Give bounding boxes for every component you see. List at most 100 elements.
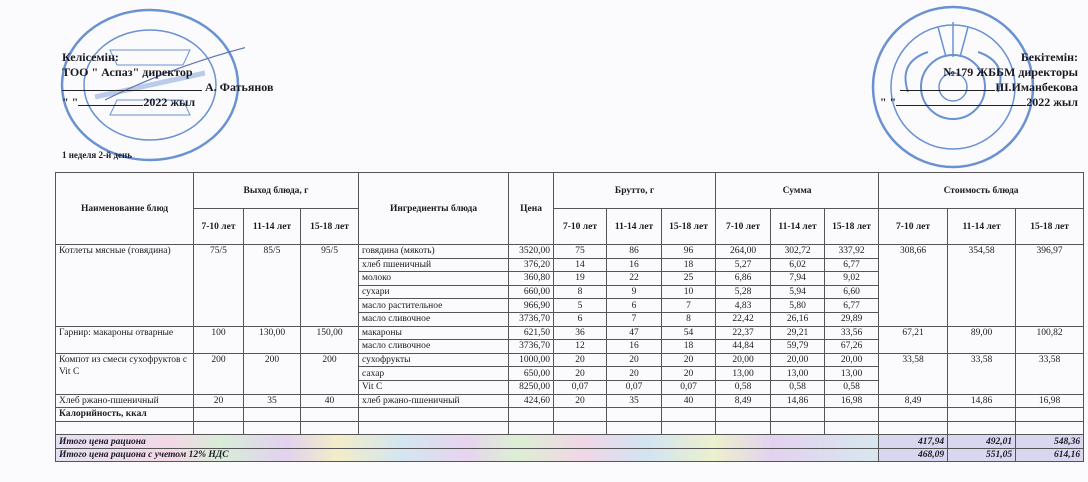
ingredient-sum: 0,58: [715, 379, 772, 395]
empty-cell: [715, 420, 772, 436]
empty-cell: [606, 407, 663, 422]
ingredient-gross: 10: [661, 284, 717, 300]
header-yield: Выход блюда, г: [192, 172, 360, 209]
ingredient-name: хлеб ржано-пшеничный: [358, 393, 510, 409]
empty-cell: [553, 420, 608, 436]
header-age-11-14 лет: 11-14 лет: [243, 208, 301, 245]
header-age-7-10 лет: 7-10 лет: [715, 208, 772, 245]
ingredient-sum: 6,60: [824, 284, 880, 300]
ingredient-name: масло растительное: [358, 298, 510, 313]
ingredient-name: сухофрукты: [358, 352, 510, 368]
ingredient-gross: 5: [553, 298, 608, 313]
empty-cell: [1015, 407, 1085, 422]
dish-yield: 100: [193, 325, 244, 354]
dish-cost: 308,66: [878, 244, 949, 327]
header-sum: Сумма: [715, 172, 880, 209]
ingredient-gross: 86: [606, 244, 663, 259]
empty-cell: [947, 407, 1017, 422]
header-age-7-10 лет: 7-10 лет: [193, 208, 244, 245]
ingredient-price: 966,90: [508, 298, 555, 313]
ingredient-gross: 36: [553, 325, 608, 341]
ingredient-price: 650,00: [508, 366, 555, 381]
ingredient-sum: 4,83: [715, 298, 772, 313]
ingredient-gross: 14: [553, 257, 608, 273]
ingredient-price: 3520,00: [508, 244, 555, 259]
ingredient-gross: 19: [553, 271, 608, 286]
ingredient-price: 8250,00: [508, 379, 555, 395]
ingredient-gross: 16: [606, 257, 663, 273]
header-dish: Наименование блюд: [55, 172, 194, 245]
header-age-15-18 лет: 15-18 лет: [824, 208, 880, 245]
total-value: 417,94: [878, 434, 949, 449]
ingredient-gross: 0,07: [606, 379, 663, 395]
dish-cost: 89,00: [947, 325, 1017, 354]
ingredient-sum: 302,72: [770, 244, 826, 259]
total-value: 614,16: [1015, 447, 1085, 463]
ingredient-price: 3736,70: [508, 311, 555, 327]
ingredient-gross: 8: [553, 284, 608, 300]
dish-cost: 354,58: [947, 244, 1017, 327]
empty-cell: [553, 407, 608, 422]
empty-cell: [770, 407, 826, 422]
dish-yield: 35: [243, 393, 301, 409]
dish-yield: 200: [193, 352, 244, 395]
dish-cost: 33,58: [1015, 352, 1085, 395]
empty-cell: [878, 420, 949, 436]
dish-yield: 200: [243, 352, 301, 395]
table-row: Компот из смеси сухофруктов с Vit C 200 20…: [55, 352, 1085, 395]
ingredient-sum: 20,00: [824, 352, 880, 368]
empty-cell: [715, 407, 772, 422]
total-label: Итого цена рациона с учетом 12% НДС: [54, 447, 880, 463]
total-value: 468,09: [878, 447, 949, 463]
approval-position: №179 ЖББМ директоры: [943, 65, 1078, 79]
ingredient-price: 424,60: [508, 393, 555, 409]
ingredient-gross: 22: [606, 271, 663, 286]
ingredient-sum: 5,94: [770, 284, 826, 300]
ingredient-price: 621,50: [508, 325, 555, 341]
empty-cell: [508, 407, 555, 422]
empty-cell: [824, 407, 880, 422]
empty-row: [55, 420, 1085, 436]
ingredient-sum: 6,77: [824, 257, 880, 273]
total-value: 551,05: [947, 447, 1017, 463]
header-age-11-14 лет: 11-14 лет: [770, 208, 826, 245]
dish-yield: 85/5: [243, 244, 301, 327]
ingredient-name: масло сливочное: [358, 339, 510, 354]
dish-yield: 95/5: [299, 244, 360, 327]
table-row: масло сливочное 3736,70 12 16 18 44,84 59,79 67…: [56, 339, 1084, 354]
ingredient-gross: 20: [661, 366, 717, 381]
ingredient-sum: 26,16: [770, 311, 826, 327]
dish-cost: 33,58: [878, 352, 949, 395]
empty-cell: [358, 407, 510, 422]
header-age-7-10 лет: 7-10 лет: [878, 208, 949, 245]
ingredient-gross: 20: [553, 393, 608, 409]
dish-yield: 200: [299, 352, 360, 395]
empty-cell: [299, 407, 360, 422]
ingredient-sum: 14,86: [770, 393, 826, 409]
ingredient-sum: 22,37: [715, 325, 772, 341]
ingredient-gross: 20: [606, 366, 663, 381]
ingredient-sum: 337,92: [824, 244, 880, 259]
empty-cell: [606, 420, 663, 436]
header-age-15-18 лет: 15-18 лет: [661, 208, 717, 245]
ingredient-sum: 29,21: [770, 325, 826, 341]
ingredient-gross: 25: [661, 271, 717, 286]
ingredient-gross: 16: [606, 339, 663, 354]
ingredient-gross: 9: [606, 284, 663, 300]
ingredient-gross: 6: [553, 311, 608, 327]
approval-date-quotes: " ": [62, 95, 79, 109]
approval-block-right: Бекітемін: №179 ЖББМ директоры Ш.Иманбек…: [818, 50, 1078, 110]
ingredient-price: 376,20: [508, 257, 555, 273]
dish-cost: 16,98: [1015, 393, 1085, 409]
ingredient-gross: 47: [606, 325, 663, 341]
ingredient-sum: 5,27: [715, 257, 772, 273]
dish-yield: 75/5: [193, 244, 244, 327]
ingredient-name: говядина (мякоть): [358, 244, 510, 259]
total-label: Итого цена рациона: [54, 434, 880, 449]
approval-date-quotes: " ": [879, 95, 897, 109]
table-row: Гарнир: макароны отварные 100 130,00 150,00…: [55, 325, 1085, 354]
dish-name: Компот из смеси сухофруктов с Vit C: [55, 352, 194, 395]
dish-yield: 40: [299, 393, 360, 409]
header-cost: Стоимость блюда: [878, 172, 1085, 209]
empty-cell: [55, 420, 194, 436]
